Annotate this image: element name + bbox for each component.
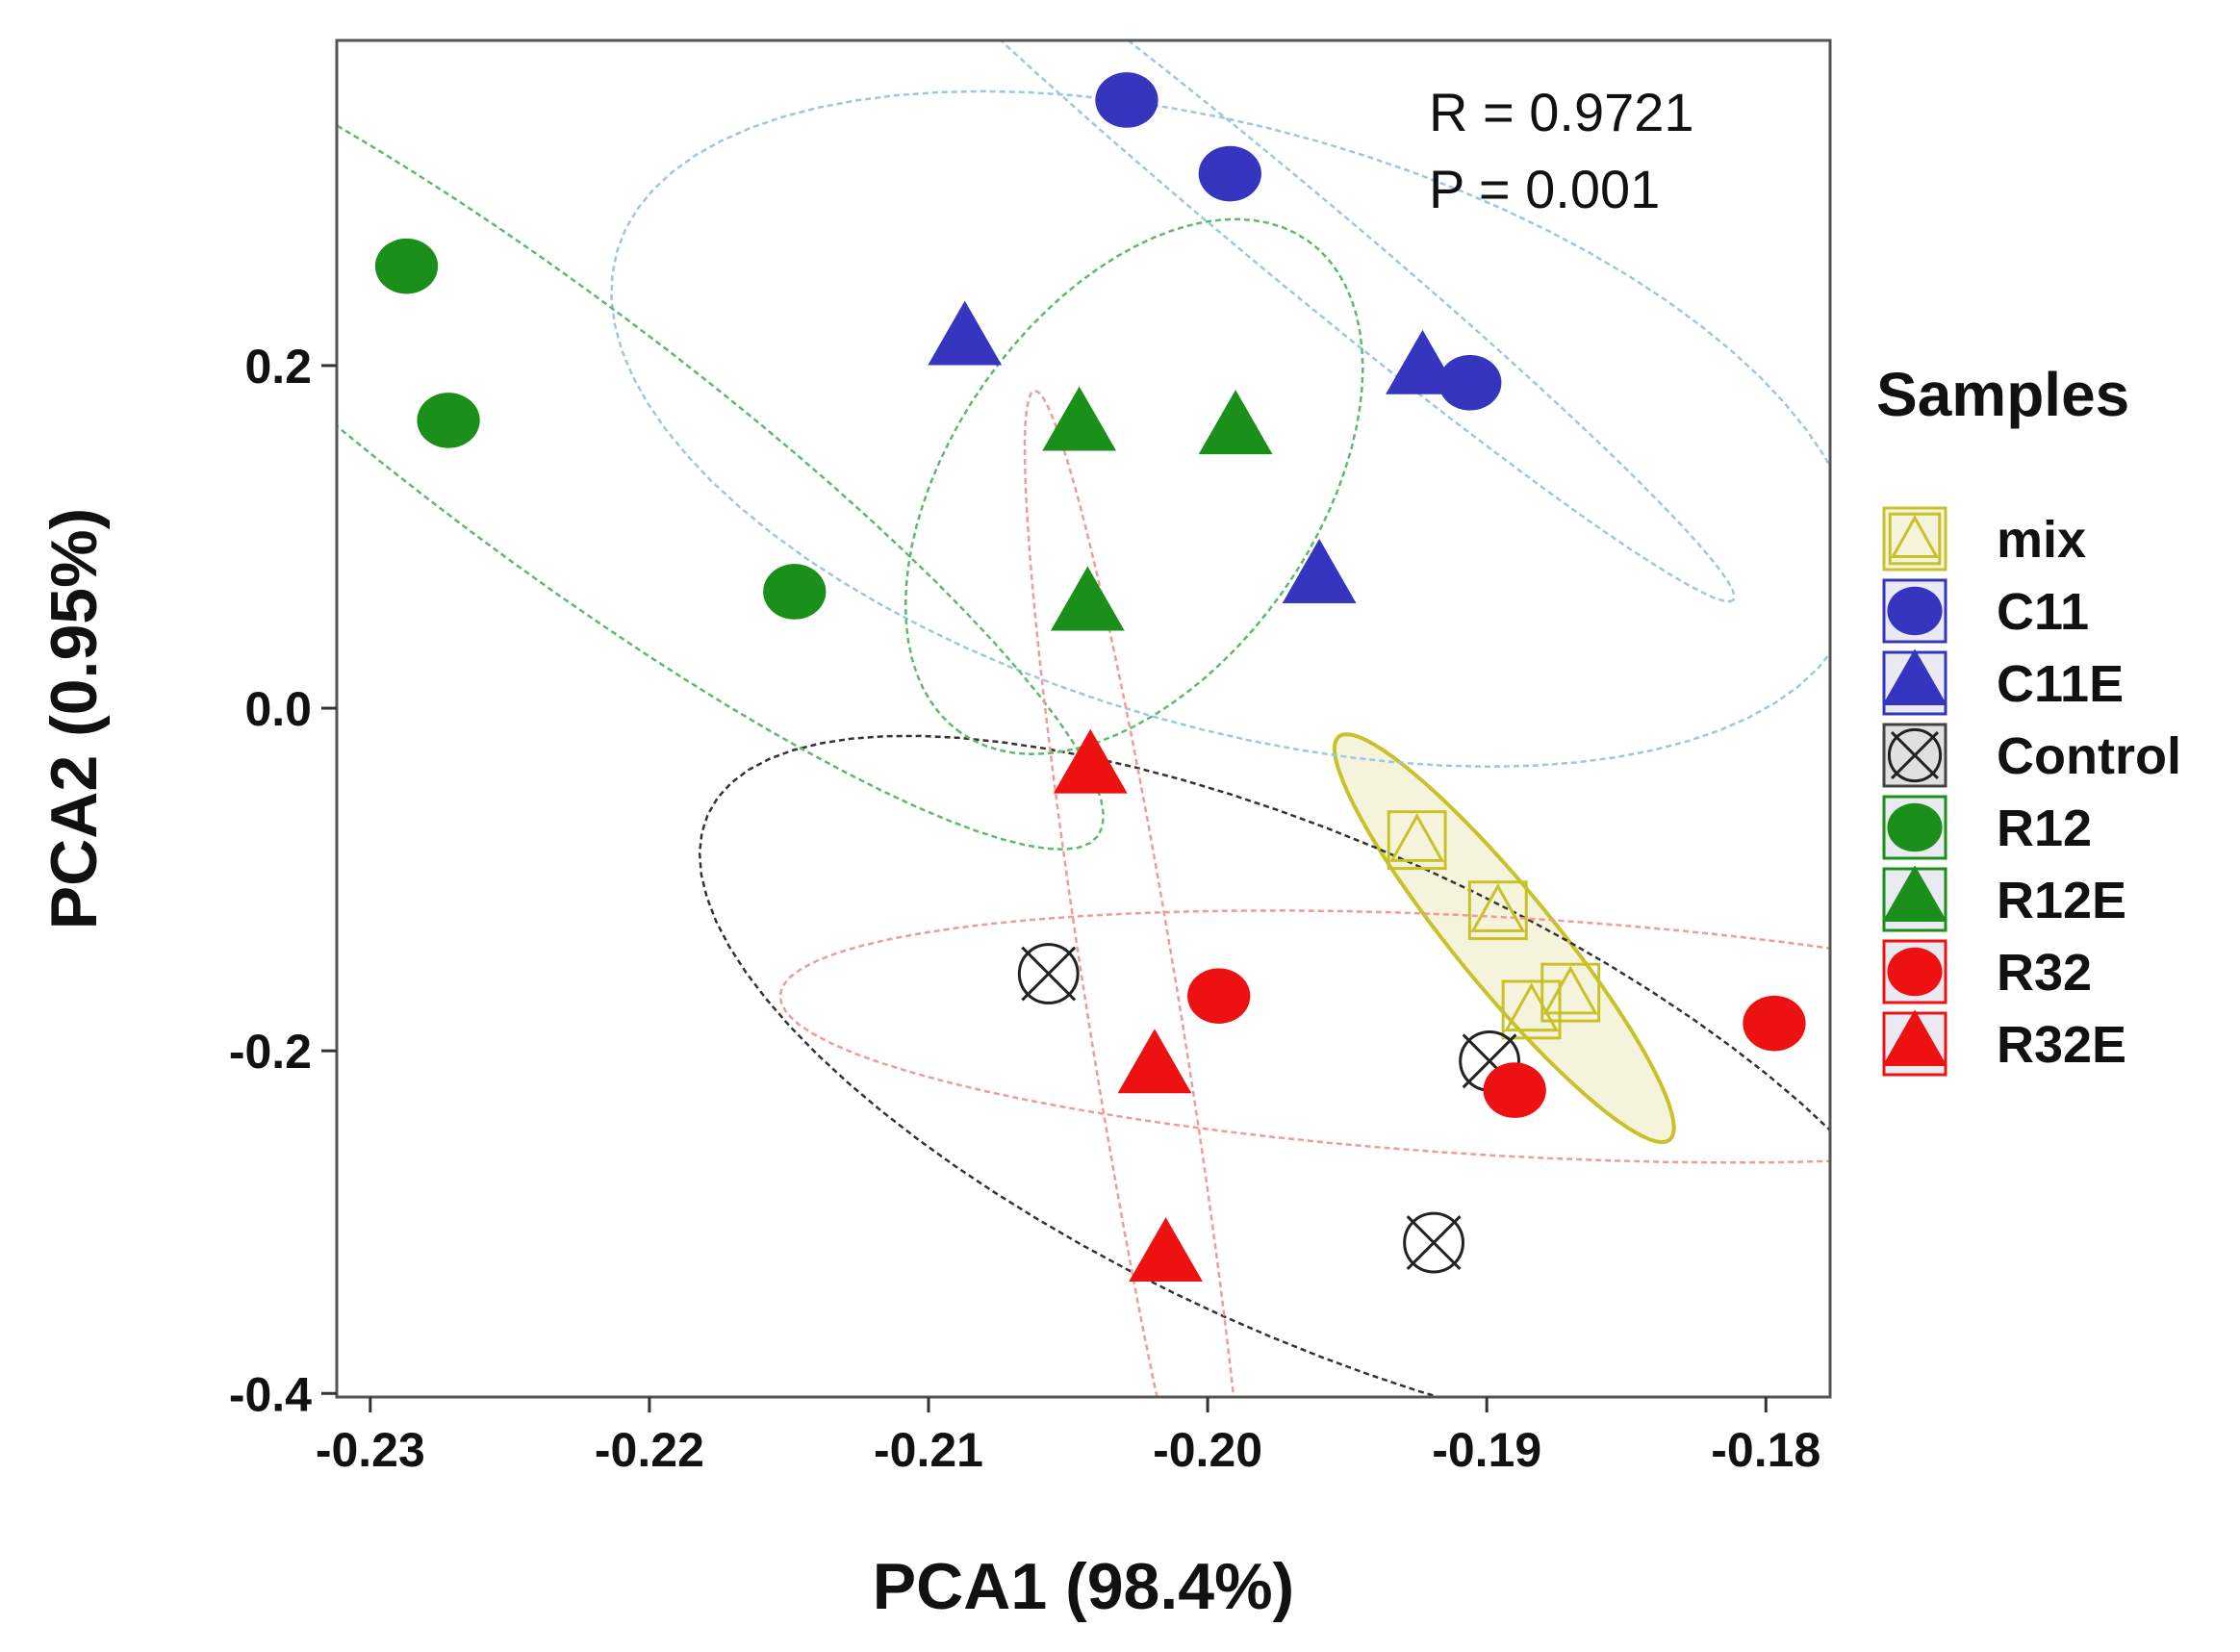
point-r12 bbox=[763, 564, 827, 620]
point-r12 bbox=[417, 393, 480, 448]
legend-marker-mix bbox=[1888, 512, 1942, 566]
ellipse-c11 bbox=[999, 40, 1736, 603]
legend-label-c11e: C11E bbox=[1997, 655, 2124, 713]
x-tick-label: -0.23 bbox=[316, 1423, 425, 1477]
legend-title: Samples bbox=[1876, 360, 2129, 429]
legend-marker-r32e bbox=[1882, 1009, 1947, 1066]
point-c11 bbox=[1198, 145, 1261, 202]
point-r32 bbox=[1483, 1062, 1546, 1118]
point-r32e bbox=[1117, 1029, 1192, 1094]
x-tick-label: -0.18 bbox=[1711, 1423, 1820, 1477]
legend-marker-c11e bbox=[1882, 648, 1947, 705]
point-r32 bbox=[1743, 995, 1806, 1052]
point-r32 bbox=[1187, 968, 1251, 1024]
legend-marker-r32 bbox=[1887, 947, 1943, 997]
point-mix bbox=[1501, 979, 1562, 1040]
y-tick-label: 0.2 bbox=[244, 340, 312, 394]
ellipse-c11e bbox=[610, 89, 1830, 769]
ellipse-r32e bbox=[1023, 389, 1235, 1397]
point-layer bbox=[374, 72, 1806, 1283]
legend-marker-c11 bbox=[1887, 586, 1943, 636]
point-r12e bbox=[1198, 390, 1273, 455]
point-c11e bbox=[1386, 329, 1460, 394]
point-control bbox=[1017, 943, 1080, 1004]
point-c11 bbox=[1438, 354, 1502, 411]
y-tick-label: -0.4 bbox=[229, 1367, 312, 1421]
y-tick-label: 0.0 bbox=[244, 682, 312, 736]
x-tick-label: -0.22 bbox=[595, 1423, 704, 1477]
point-r12e bbox=[1042, 386, 1117, 451]
legend-label-r12e: R12E bbox=[1997, 872, 2126, 929]
point-control bbox=[1403, 1211, 1464, 1274]
ellipse-r12e bbox=[904, 217, 1364, 756]
legend-label-r32: R32 bbox=[1997, 944, 2092, 1002]
legend-marker-control bbox=[1887, 727, 1943, 783]
point-mix bbox=[1467, 880, 1528, 941]
axis-layer: -0.23 -0.22 -0.21 -0.20 -0.19 -0.18 -0.4 -0.2 0.… bbox=[229, 340, 1820, 1477]
legend-label-r12: R12 bbox=[1997, 800, 2092, 857]
y-axis-title: PCA2 (0.95%) bbox=[38, 508, 111, 929]
x-tick-label: -0.20 bbox=[1153, 1423, 1262, 1477]
point-r32e bbox=[1053, 728, 1128, 794]
y-tick-label: -0.2 bbox=[229, 1025, 312, 1079]
ellipse-r12 bbox=[337, 124, 1106, 851]
legend: Samples mix C11 C11E Control R12 R12E R32 R32E bbox=[1876, 360, 2181, 1077]
annotation-p: P = 0.001 bbox=[1429, 159, 1660, 219]
legend-label-c11: C11 bbox=[1997, 583, 2089, 641]
point-c11e bbox=[928, 300, 1003, 366]
point-r32e bbox=[1129, 1217, 1203, 1283]
legend-label-r32e: R32E bbox=[1997, 1016, 2126, 1074]
legend-marker-r12 bbox=[1887, 802, 1943, 852]
annotation-r: R = 0.9721 bbox=[1429, 82, 1694, 142]
point-mix bbox=[1540, 962, 1601, 1023]
point-r12e bbox=[1050, 566, 1125, 631]
point-r12 bbox=[374, 238, 439, 294]
plot-frame bbox=[335, 38, 1832, 1399]
x-tick-label: -0.21 bbox=[874, 1423, 983, 1477]
point-c11e bbox=[1282, 539, 1357, 603]
point-c11 bbox=[1095, 72, 1158, 128]
ellipse-control bbox=[698, 734, 1830, 1397]
legend-label-mix: mix bbox=[1997, 511, 2086, 569]
x-axis-title: PCA1 (98.4%) bbox=[873, 1550, 1294, 1623]
point-mix bbox=[1387, 810, 1447, 871]
legend-marker-r12e bbox=[1882, 865, 1947, 922]
x-tick-label: -0.19 bbox=[1432, 1423, 1541, 1477]
legend-label-control: Control bbox=[1997, 727, 2181, 785]
